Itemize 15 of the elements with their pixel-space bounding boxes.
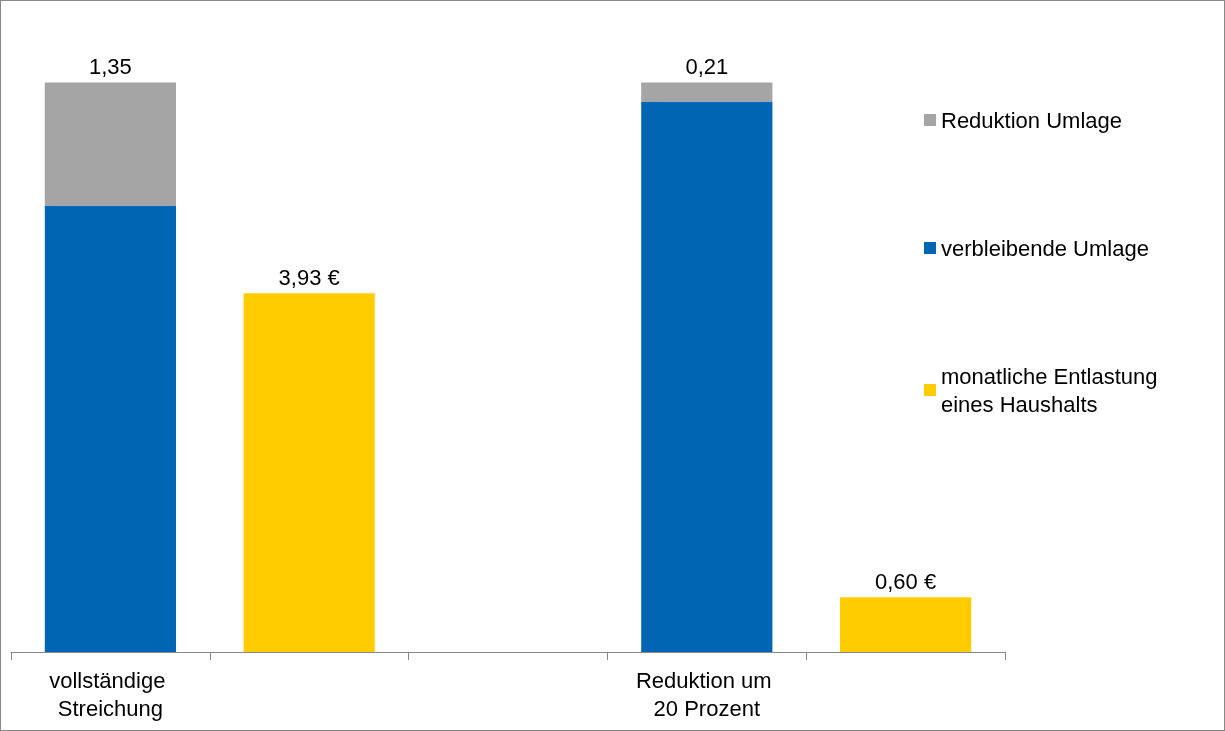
- bar: [641, 82, 773, 102]
- data-label: 1,35: [88, 53, 132, 79]
- legend-label: monatliche Entlastung eines Haushalts: [941, 363, 1164, 417]
- bar: [641, 101, 773, 652]
- bar: [44, 82, 176, 206]
- bar: [44, 205, 176, 652]
- x-tick-label: Reduktion um 20 Prozent: [635, 667, 778, 721]
- legend-label: Reduktion Umlage: [941, 107, 1122, 133]
- bar: [243, 293, 375, 652]
- data-label: 0,21: [685, 53, 729, 79]
- data-label: 0,60 €: [875, 568, 937, 594]
- bar: [840, 597, 972, 652]
- x-tick-label: vollständige Streichung: [49, 667, 172, 721]
- data-label: 3,93 €: [278, 264, 340, 290]
- legend-label: verbleibende Umlage: [941, 235, 1149, 261]
